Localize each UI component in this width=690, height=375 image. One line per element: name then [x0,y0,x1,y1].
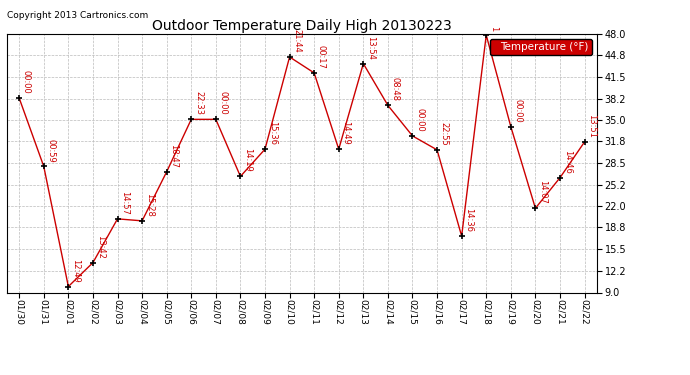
Text: 13:54: 13:54 [366,36,375,60]
Text: 14:19: 14:19 [243,148,253,172]
Text: 14:07: 14:07 [538,180,547,204]
Text: 00:00: 00:00 [219,92,228,115]
Text: 00:00: 00:00 [22,70,31,94]
Text: 14:46: 14:46 [563,150,572,174]
Text: Copyright 2013 Cartronics.com: Copyright 2013 Cartronics.com [7,11,148,20]
Text: 12:49: 12:49 [71,259,80,282]
Text: 00:59: 00:59 [46,138,56,162]
Title: Outdoor Temperature Daily High 20130223: Outdoor Temperature Daily High 20130223 [152,19,452,33]
Text: 00:17: 00:17 [317,45,326,69]
Text: 00:00: 00:00 [415,108,424,132]
Legend: Temperature (°F): Temperature (°F) [490,39,591,55]
Text: 14:36: 14:36 [464,208,473,232]
Text: 18:47: 18:47 [170,144,179,168]
Text: 22:55: 22:55 [440,122,449,146]
Text: 22:33: 22:33 [194,91,203,115]
Text: 08:48: 08:48 [391,77,400,101]
Text: 15:36: 15:36 [268,121,277,145]
Text: 14:57: 14:57 [120,191,129,215]
Text: 13:51: 13:51 [587,114,596,138]
Text: 00:00: 00:00 [513,99,522,123]
Text: 14:49: 14:49 [342,121,351,145]
Text: 21:44: 21:44 [293,29,302,53]
Text: 13:42: 13:42 [96,235,105,258]
Text: 15:28: 15:28 [145,193,154,217]
Text: 1: 1 [489,26,498,31]
